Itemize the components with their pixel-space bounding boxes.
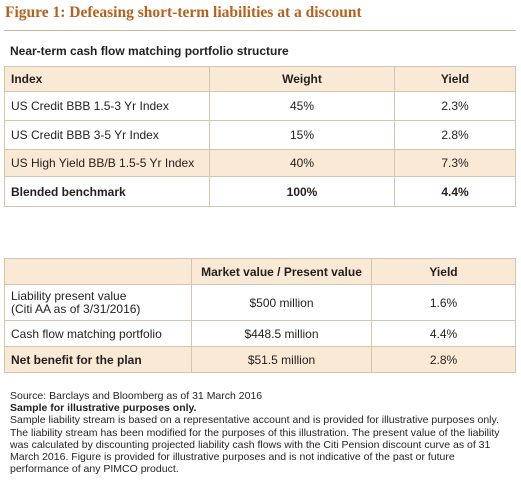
weight-value: 45% <box>209 91 395 121</box>
index-name: Blended benchmark <box>4 176 210 207</box>
header-market-value: Market value / Present value <box>191 258 372 285</box>
market-value: $51.5 million <box>191 346 372 373</box>
disclaimer-text: Sample liability stream is based on a re… <box>10 414 500 476</box>
net-benefit-table: Market value / Present value Yield Liabi… <box>4 258 516 373</box>
table-row: US Credit BBB 1.5-3 Yr Index 45% 2.3% <box>4 91 516 121</box>
table-header-row: Market value / Present value Yield <box>4 258 516 285</box>
table-row: Liability present value (Citi AA as of 3… <box>4 284 516 321</box>
figure-title: Figure 1: Defeasing short-term liabiliti… <box>5 4 362 21</box>
yield-value: 4.4% <box>394 176 516 207</box>
portfolio-structure-table: Index Weight Yield US Credit BBB 1.5-3 Y… <box>4 66 516 207</box>
table-row: Cash flow matching portfolio $448.5 mill… <box>4 320 516 347</box>
yield-value: 7.3% <box>394 149 516 177</box>
header-index: Index <box>4 66 210 92</box>
blended-benchmark-row: Blended benchmark 100% 4.4% <box>4 176 516 207</box>
table-header-row: Index Weight Yield <box>4 66 516 92</box>
index-name: US Credit BBB 1.5-3 Yr Index <box>4 91 210 121</box>
index-name: US Credit BBB 3-5 Yr Index <box>4 120 210 150</box>
source-notes: Source: Barclays and Bloomberg as of 31 … <box>10 390 516 475</box>
table-row: US Credit BBB 3-5 Yr Index 15% 2.8% <box>4 120 516 150</box>
weight-value: 100% <box>209 176 395 207</box>
weight-value: 15% <box>209 120 395 150</box>
yield-value: 2.3% <box>394 91 516 121</box>
row-label: Cash flow matching portfolio <box>4 320 192 347</box>
source-line: Source: Barclays and Bloomberg as of 31 … <box>10 390 263 402</box>
market-value: $448.5 million <box>191 320 372 347</box>
yield-value: 1.6% <box>371 284 516 321</box>
header-weight: Weight <box>209 66 395 92</box>
index-name: US High Yield BB/B 1.5-5 Yr Index <box>4 149 210 177</box>
market-value: $500 million <box>191 284 372 321</box>
table1-title: Near-term cash flow matching portfolio s… <box>10 44 289 58</box>
header-yield: Yield <box>371 258 516 285</box>
net-benefit-row: Net benefit for the plan $51.5 million 2… <box>4 346 516 373</box>
row-label: Net benefit for the plan <box>4 346 192 373</box>
yield-value: 2.8% <box>371 346 516 373</box>
title-divider <box>4 30 516 31</box>
illustrative-notice: Sample for illustrative purposes only. <box>10 402 197 415</box>
row-label-line2: (Citi AA as of 3/31/2016) <box>11 301 141 316</box>
table-row: US High Yield BB/B 1.5-5 Yr Index 40% 7.… <box>4 149 516 177</box>
weight-value: 40% <box>209 149 395 177</box>
row-label-line1: Liability present value <box>11 288 127 303</box>
header-yield: Yield <box>394 66 516 92</box>
header-blank <box>4 258 192 285</box>
yield-value: 4.4% <box>371 320 516 347</box>
row-label: Liability present value (Citi AA as of 3… <box>4 284 192 321</box>
yield-value: 2.8% <box>394 120 516 150</box>
